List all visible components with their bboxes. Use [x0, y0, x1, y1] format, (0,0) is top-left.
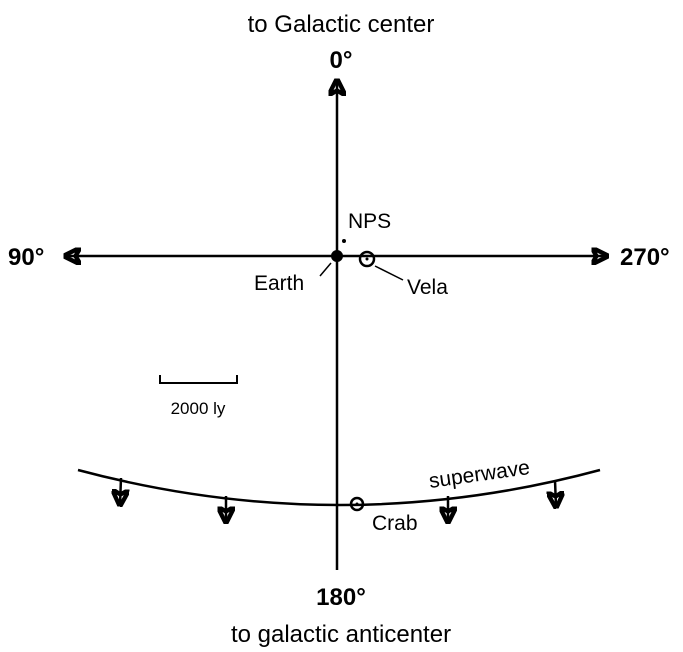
east-label: 270°: [620, 244, 670, 271]
bottom-label: to galactic anticenter: [231, 621, 451, 648]
vela-leader: [374, 265, 404, 281]
crab-dot: [355, 502, 359, 506]
crab-circle: [349, 496, 365, 512]
superwave-front: [77, 468, 601, 507]
earth-label: Earth: [254, 272, 304, 295]
wave-arrow: [120, 477, 121, 505]
nps-label: NPS: [348, 210, 391, 233]
wave-arrow: [555, 479, 556, 507]
south-label: 180°: [316, 584, 366, 611]
west-label: 90°: [8, 244, 44, 271]
scale-bar: [159, 375, 238, 384]
crab-label: Crab: [372, 512, 418, 535]
vela-label: Vela: [407, 276, 448, 299]
north-label: 0°: [330, 47, 353, 74]
superwave-label: superwave: [427, 456, 531, 493]
top-label: to Galactic center: [248, 11, 435, 38]
vela-circle: [358, 250, 376, 268]
earth-dot: [331, 250, 343, 262]
earth-leader: [319, 262, 332, 277]
nps-dot: [342, 239, 346, 243]
scale-label: 2000 ly: [171, 399, 226, 418]
vela-dot: [365, 257, 369, 261]
